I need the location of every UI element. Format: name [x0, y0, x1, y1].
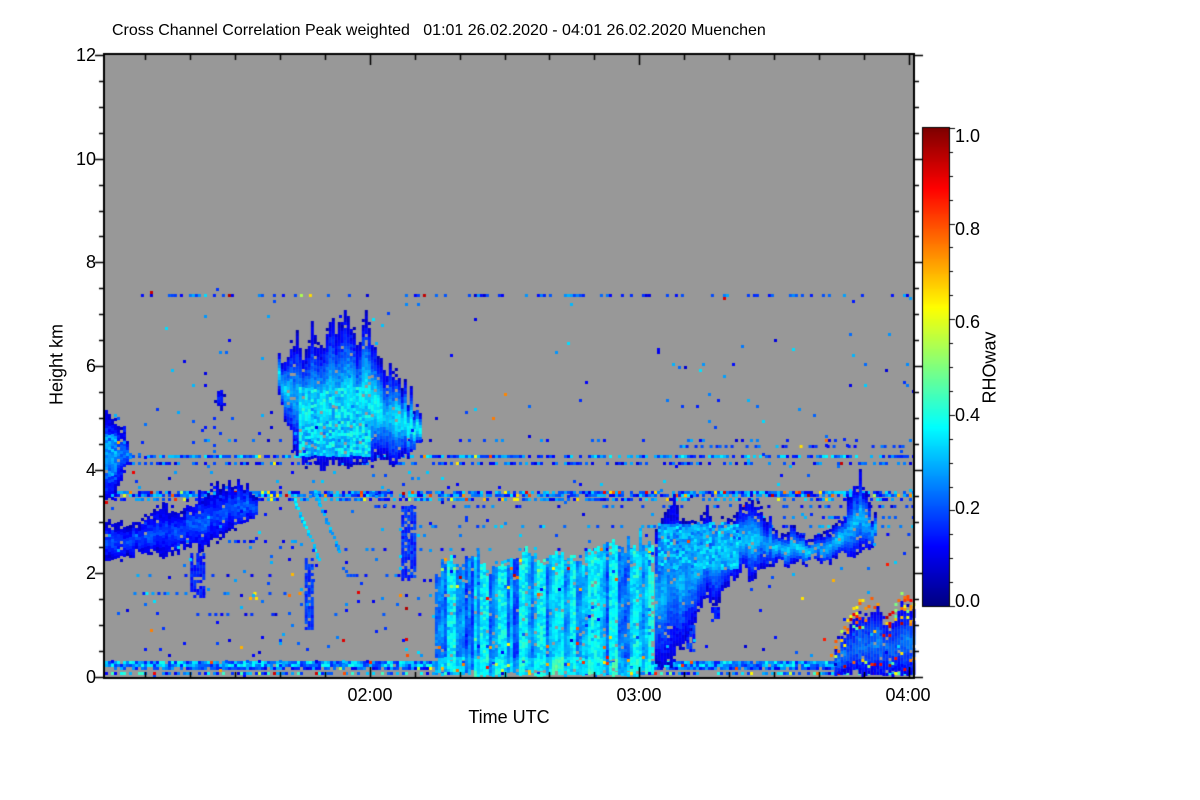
plot-title: Cross Channel Correlation Peak weighted … [112, 22, 766, 39]
y-axis-tick-label: 0 [85, 667, 96, 687]
x-axis-tick-label: 02:00 [347, 685, 393, 705]
y-axis-tick-label: 2 [85, 563, 96, 583]
colorbar-tick-label: 0.8 [955, 219, 981, 239]
x-axis-tick-label: 03:00 [616, 685, 662, 705]
colorbar-tick-label: 0.4 [955, 405, 981, 425]
y-axis-tick-label: 6 [85, 356, 96, 376]
y-axis-tick-label: 4 [85, 460, 96, 480]
colorbar-tick-label: 0.0 [955, 591, 981, 611]
y-axis-tick-label: 12 [75, 45, 96, 65]
x-axis-tick-label: 04:00 [885, 685, 931, 705]
colorbar-tick-label: 0.6 [955, 312, 981, 332]
y-axis-title: Height km [46, 323, 67, 406]
colorbar-tick-label: 1.0 [955, 126, 981, 146]
y-axis-tick-label: 8 [85, 252, 96, 272]
colorbar-title: RHOwav [979, 331, 1000, 404]
colorbar-tick-label: 0.2 [955, 498, 981, 518]
x-axis-title: Time UTC [468, 707, 550, 727]
y-axis-tick-label: 10 [75, 149, 96, 169]
